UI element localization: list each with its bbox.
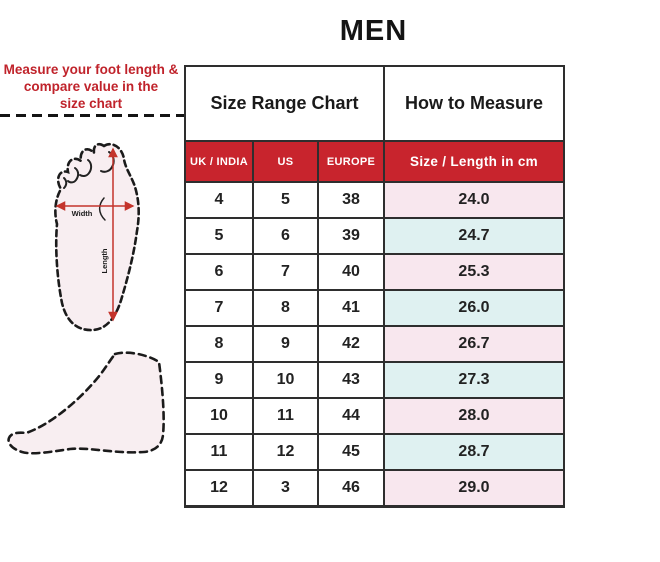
cell-length-cm: 29.0 — [383, 469, 565, 508]
cell-uk-india: 4 — [184, 181, 254, 219]
instruction-line-1: Measure your foot length & — [3, 62, 179, 77]
instruction-line-2: compare value in the — [23, 79, 159, 94]
column-header-europe: EUROPE — [317, 140, 385, 183]
cell-length-cm: 24.7 — [383, 217, 565, 255]
cell-uk-india: 12 — [184, 469, 254, 508]
foot-side-outline — [7, 351, 165, 455]
group-header-size-range-chart: Size Range Chart — [184, 65, 385, 142]
instruction-line-3: size chart — [59, 96, 123, 111]
cell-length-cm: 28.7 — [383, 433, 565, 471]
column-header-row: UK / INDIA US EUROPE Size / Length in cm — [184, 140, 565, 183]
column-header-us: US — [252, 140, 319, 183]
cell-length-cm: 24.0 — [383, 181, 565, 219]
cell-europe: 41 — [317, 289, 385, 327]
table-row: 6 7 40 25.3 — [184, 253, 565, 291]
table-row: 10 11 44 28.0 — [184, 397, 565, 435]
cell-europe: 43 — [317, 361, 385, 399]
cell-uk-india: 6 — [184, 253, 254, 291]
cell-us: 10 — [252, 361, 319, 399]
cell-uk-india: 7 — [184, 289, 254, 327]
cell-length-cm: 26.7 — [383, 325, 565, 363]
page-title: MEN — [339, 15, 408, 47]
table-row: 9 10 43 27.3 — [184, 361, 565, 399]
toe-crease-4 — [63, 177, 68, 189]
group-header-how-to-measure: How to Measure — [383, 65, 565, 142]
cell-length-cm: 25.3 — [383, 253, 565, 291]
cell-uk-india: 11 — [184, 433, 254, 471]
cell-length-cm: 28.0 — [383, 397, 565, 435]
dashed-divider-line — [0, 114, 185, 117]
cell-europe: 38 — [317, 181, 385, 219]
cell-us: 8 — [252, 289, 319, 327]
cell-europe: 45 — [317, 433, 385, 471]
table-row: 12 3 46 29.0 — [184, 469, 565, 508]
cell-europe: 40 — [317, 253, 385, 291]
cell-uk-india: 8 — [184, 325, 254, 363]
cell-us: 9 — [252, 325, 319, 363]
size-table-body: 4 5 38 24.0 5 6 39 24.7 6 7 40 25.3 7 8 … — [184, 181, 565, 508]
cell-us: 11 — [252, 397, 319, 435]
cell-us: 6 — [252, 217, 319, 255]
width-label: Width — [72, 209, 93, 218]
foot-side-diagram — [7, 351, 165, 455]
cell-europe: 46 — [317, 469, 385, 508]
cell-us: 12 — [252, 433, 319, 471]
cell-length-cm: 26.0 — [383, 289, 565, 327]
length-label: Length — [100, 248, 109, 273]
table-row: 5 6 39 24.7 — [184, 217, 565, 255]
size-table: Size Range Chart How to Measure UK / IND… — [184, 65, 565, 508]
cell-uk-india: 5 — [184, 217, 254, 255]
cell-europe: 42 — [317, 325, 385, 363]
cell-us: 7 — [252, 253, 319, 291]
cell-uk-india: 10 — [184, 397, 254, 435]
cell-uk-india: 9 — [184, 361, 254, 399]
cell-us: 3 — [252, 469, 319, 508]
table-row: 4 5 38 24.0 — [184, 181, 565, 219]
table-row: 7 8 41 26.0 — [184, 289, 565, 327]
table-row: 11 12 45 28.7 — [184, 433, 565, 471]
cell-europe: 39 — [317, 217, 385, 255]
toe-crease-2 — [79, 159, 93, 178]
foot-sole-diagram: Width Length — [54, 142, 140, 332]
column-header-uk-india: UK / INDIA — [184, 140, 254, 183]
column-header-size-length-cm: Size / Length in cm — [383, 140, 565, 183]
foot-sole-outline — [54, 142, 140, 332]
cell-europe: 44 — [317, 397, 385, 435]
measure-instruction: Measure your foot length & compare value… — [2, 61, 180, 112]
cell-us: 5 — [252, 181, 319, 219]
cell-length-cm: 27.3 — [383, 361, 565, 399]
table-row: 8 9 42 26.7 — [184, 325, 565, 363]
toe-crease-3 — [67, 167, 80, 184]
group-header-row: Size Range Chart How to Measure — [184, 65, 565, 142]
